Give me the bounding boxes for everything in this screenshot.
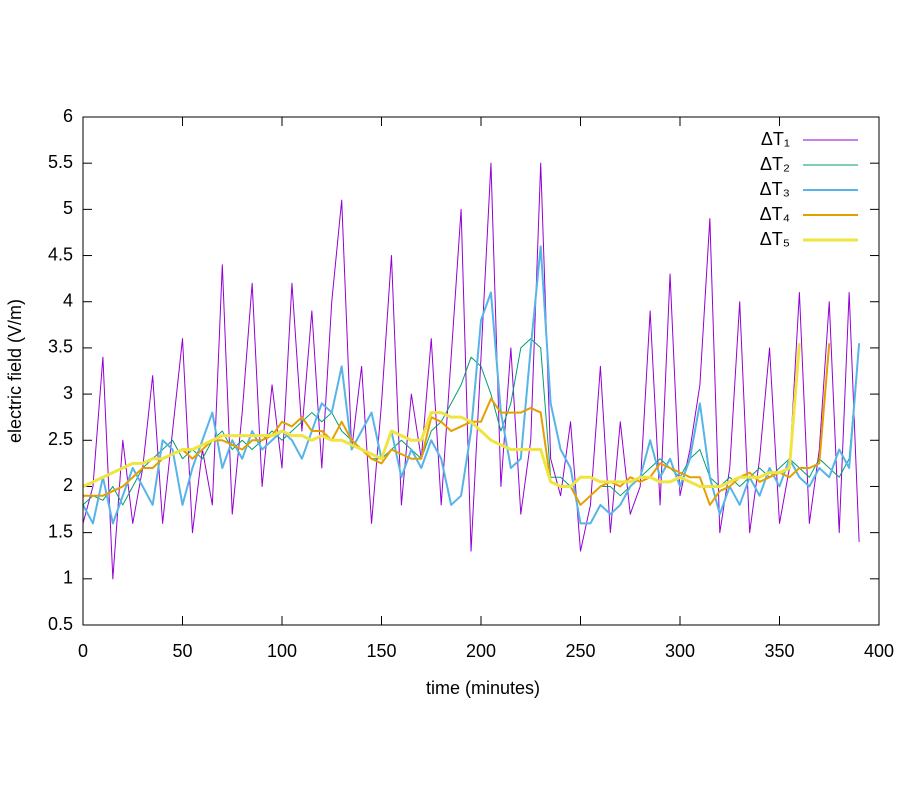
y-tick-label: 3	[63, 383, 73, 403]
x-axis-label: time (minutes)	[426, 678, 540, 698]
legend-label: ΔT₂	[760, 154, 790, 174]
series-line	[82, 245, 861, 525]
y-tick-label: 2	[63, 475, 73, 495]
x-tick-label: 250	[565, 641, 595, 661]
y-tick-label: 5.5	[48, 152, 73, 172]
series-line	[83, 343, 831, 506]
legend-label: ΔT₃	[760, 179, 790, 199]
y-tick-label: 2.5	[48, 429, 73, 449]
legend-label: ΔT₅	[760, 229, 790, 249]
y-tick-label: 4.5	[48, 244, 73, 264]
y-tick-label: 0.5	[48, 614, 73, 634]
legend-label: ΔT₄	[760, 204, 790, 224]
series-line	[82, 343, 801, 488]
x-tick-label: 300	[665, 641, 695, 661]
x-tick-label: 0	[78, 641, 88, 661]
plot-border	[82, 116, 880, 626]
x-tick-label: 200	[466, 641, 496, 661]
y-tick-label: 6	[63, 106, 73, 126]
x-tick-label: 50	[172, 641, 192, 661]
y-axis-label: electric field (V/m)	[5, 299, 25, 443]
x-tick-label: 150	[366, 641, 396, 661]
series-line	[82, 162, 860, 580]
x-tick-label: 350	[764, 641, 794, 661]
y-tick-label: 1.5	[48, 521, 73, 541]
x-tick-label: 100	[267, 641, 297, 661]
y-tick-label: 4	[63, 290, 73, 310]
legend-label: ΔT₁	[761, 129, 790, 149]
x-tick-label: 400	[864, 641, 894, 661]
y-tick-label: 5	[63, 198, 73, 218]
y-tick-label: 1	[63, 568, 73, 588]
y-tick-label: 3.5	[48, 337, 73, 357]
